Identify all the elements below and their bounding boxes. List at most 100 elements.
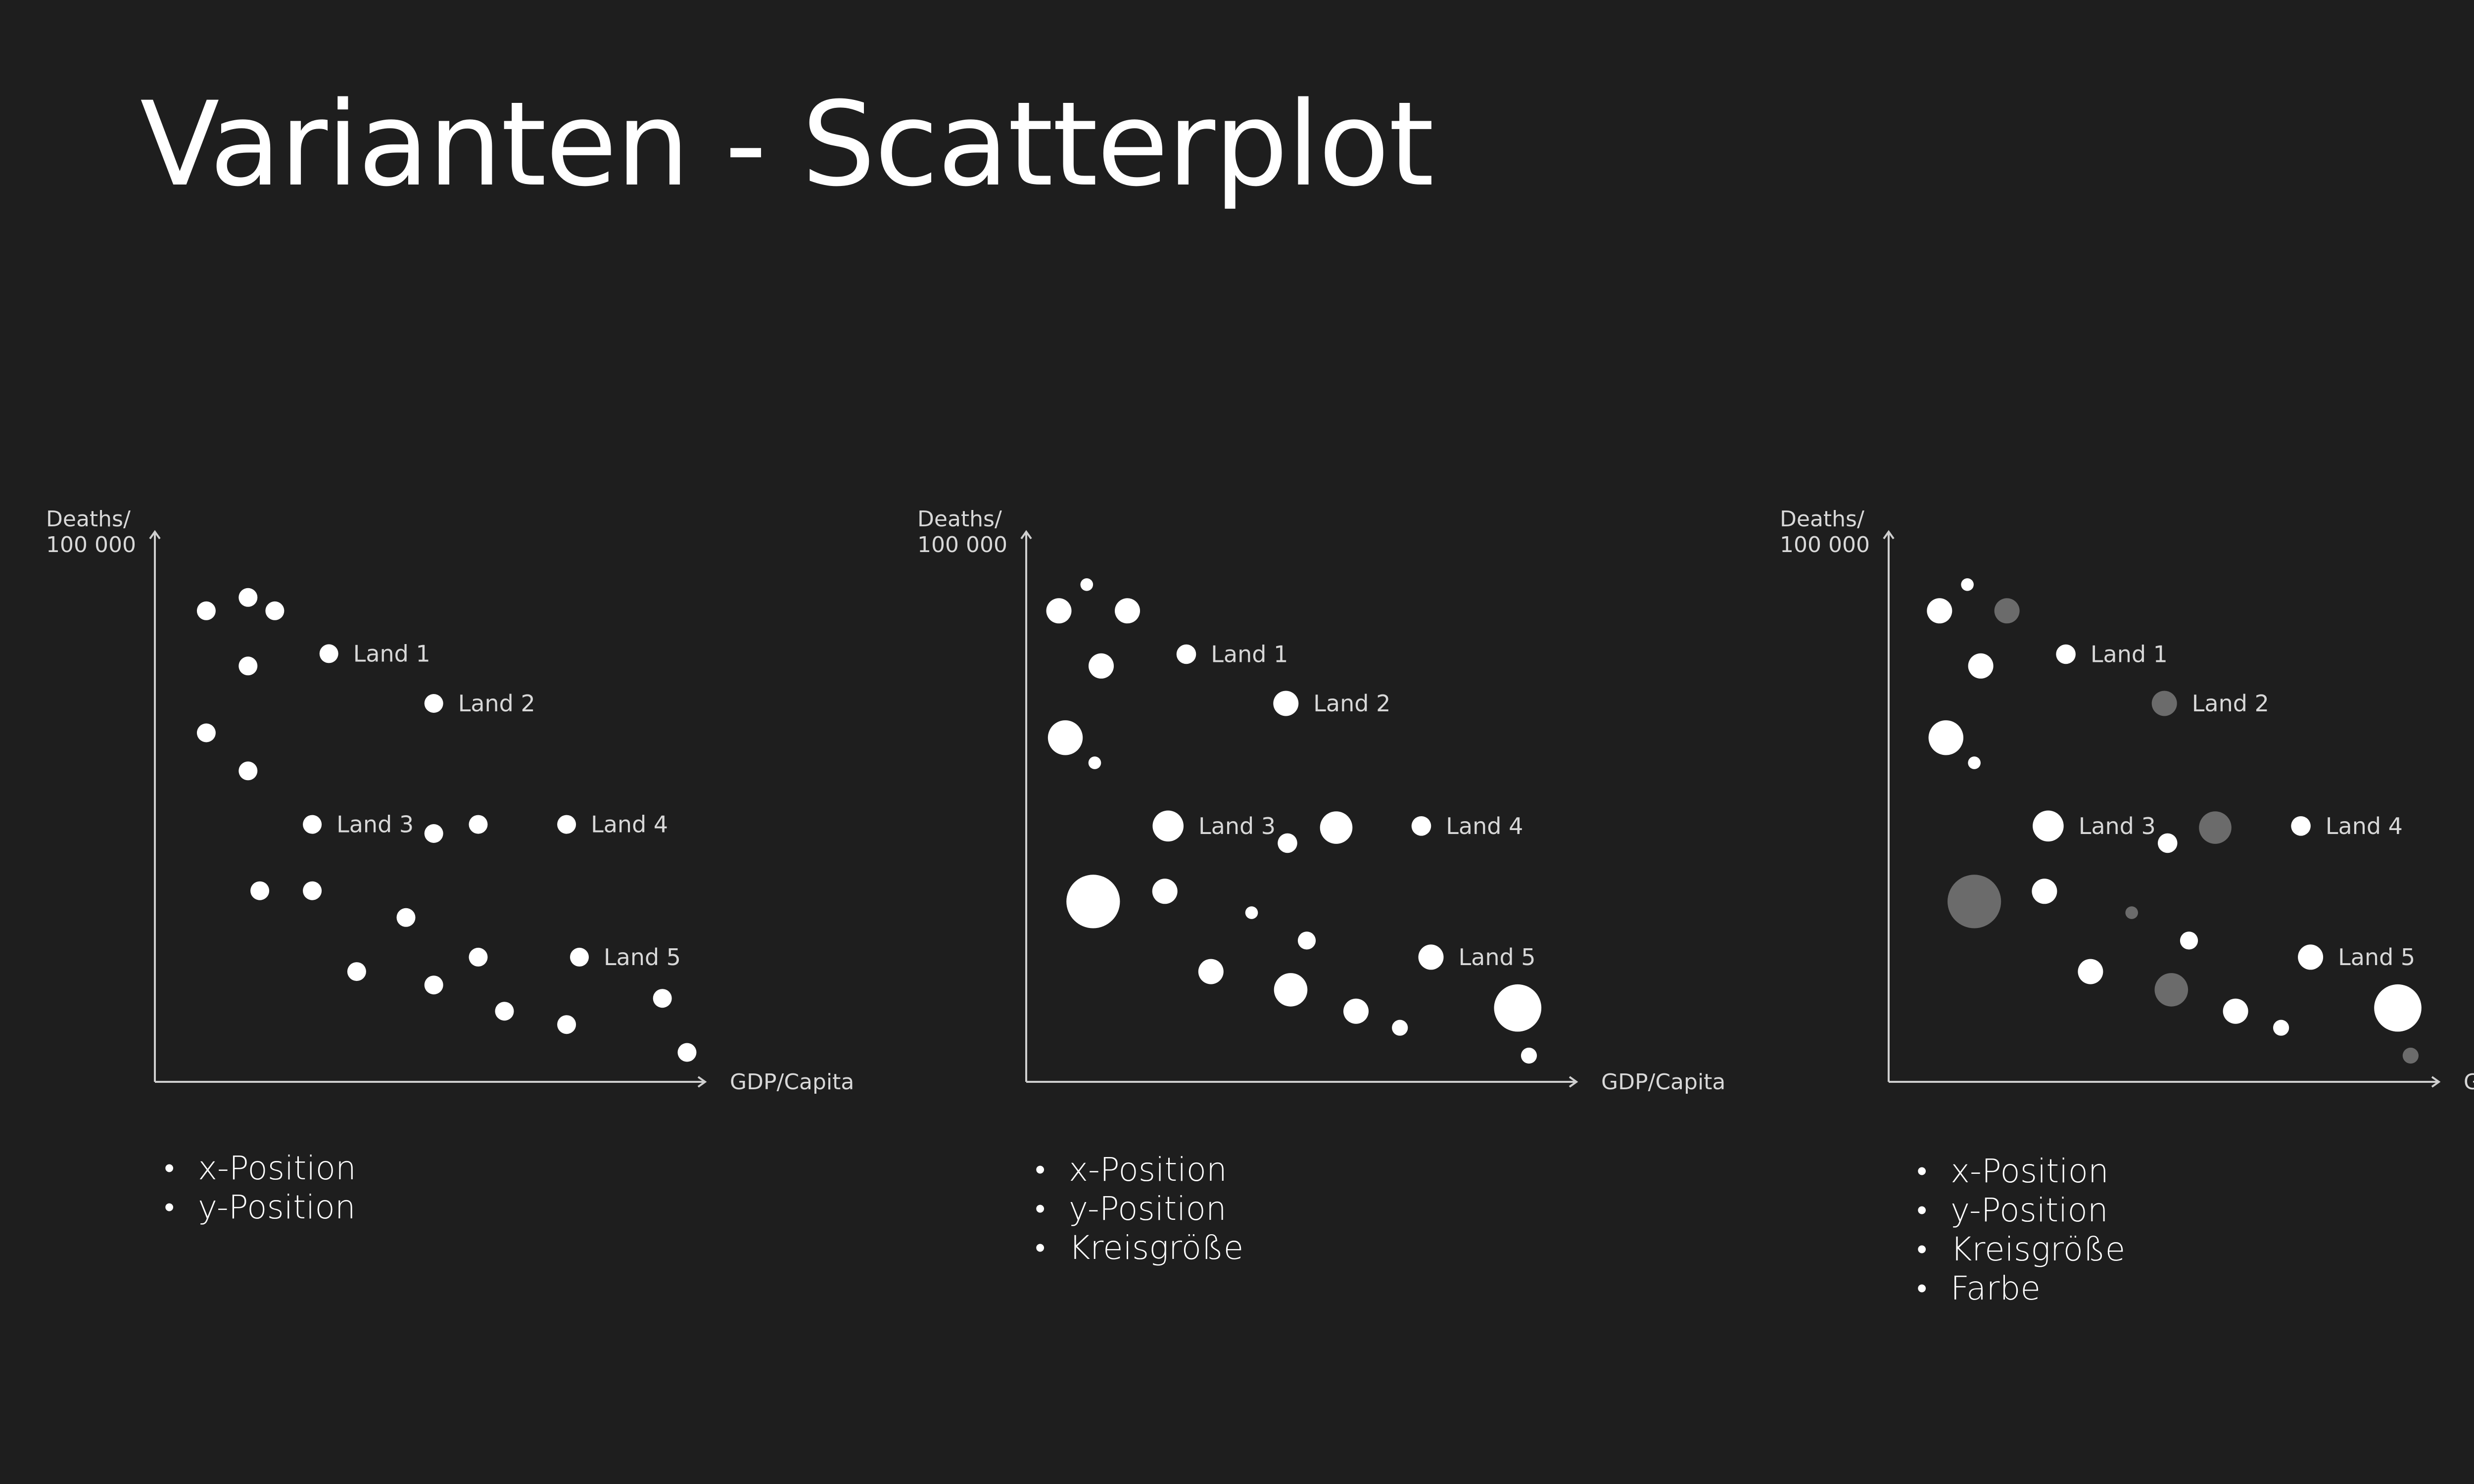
data-point xyxy=(238,761,258,781)
point-label: Land 3 xyxy=(2079,813,2156,839)
data-point xyxy=(1088,756,1101,769)
point-label: Land 2 xyxy=(458,690,535,717)
data-point xyxy=(1948,875,2001,928)
encoding-item: Farbe xyxy=(1917,1269,2125,1308)
data-point xyxy=(2298,944,2324,970)
data-point xyxy=(2374,984,2422,1032)
data-point xyxy=(424,824,443,843)
data-point xyxy=(1089,653,1114,679)
data-point xyxy=(469,815,488,834)
encoding-item: x-Position xyxy=(1035,1150,1243,1189)
data-point xyxy=(1961,578,1974,591)
data-point xyxy=(424,694,443,713)
data-point xyxy=(2180,931,2198,950)
data-point xyxy=(1278,833,1297,853)
point-label: Land 4 xyxy=(2326,813,2403,839)
data-point xyxy=(1066,875,1120,928)
y-axis-label: 100 000 xyxy=(46,532,136,557)
data-point xyxy=(2032,879,2057,904)
data-point xyxy=(303,881,322,900)
data-point xyxy=(1115,598,1140,624)
point-label: Land 4 xyxy=(591,811,668,838)
data-point xyxy=(424,975,443,995)
data-point xyxy=(196,723,216,742)
y-axis-arrow xyxy=(1020,530,1032,540)
data-point xyxy=(495,1002,514,1021)
data-point xyxy=(557,815,576,834)
data-point xyxy=(2291,816,2311,836)
data-point xyxy=(1927,598,1952,624)
data-point xyxy=(1968,653,1994,679)
data-point xyxy=(1046,598,1072,624)
encoding-item: Kreisgröße xyxy=(1917,1230,2125,1269)
point-label: Land 2 xyxy=(2192,690,2269,717)
encoding-item: x-Position xyxy=(164,1149,356,1188)
slide-title: Varianten - Scatterplot xyxy=(140,77,1434,212)
encoding-item: Kreisgröße xyxy=(1035,1228,1243,1267)
encoding-item: y-Position xyxy=(164,1188,356,1227)
point-label: Land 1 xyxy=(353,640,430,667)
point-label: Land 5 xyxy=(2338,944,2415,971)
data-point xyxy=(1047,720,1083,755)
data-point xyxy=(347,962,366,981)
data-point xyxy=(265,601,285,620)
data-point xyxy=(1320,811,1353,844)
y-axis-label: Deaths/ xyxy=(917,507,1002,532)
data-point xyxy=(1343,998,1369,1024)
data-point xyxy=(1411,816,1431,836)
data-point xyxy=(196,601,216,620)
data-point xyxy=(1176,644,1196,664)
data-point xyxy=(1152,810,1184,842)
data-point xyxy=(469,947,488,967)
data-point xyxy=(2402,1047,2419,1064)
data-point xyxy=(2273,1020,2289,1036)
encoding-list-1: x-Position y-Position xyxy=(164,1149,356,1227)
data-point xyxy=(1968,756,1981,769)
point-label: Land 2 xyxy=(1313,690,1390,717)
x-axis-arrow xyxy=(2431,1076,2441,1088)
x-axis-arrow xyxy=(697,1076,707,1088)
data-point xyxy=(2157,833,2178,853)
data-point xyxy=(1494,984,1542,1032)
data-point xyxy=(1521,1047,1537,1064)
x-axis-label: GDP/Capita xyxy=(730,1069,854,1095)
data-point xyxy=(2033,810,2064,842)
data-point xyxy=(238,588,258,607)
data-point xyxy=(570,947,589,967)
y-axis-label: 100 000 xyxy=(917,532,1007,557)
data-point xyxy=(677,1043,697,1062)
y-axis-label: Deaths/ xyxy=(46,507,131,532)
encoding-item: x-Position xyxy=(1917,1152,2125,1191)
data-point xyxy=(1928,720,1963,755)
point-label: Land 3 xyxy=(336,811,414,838)
data-point xyxy=(1198,959,1224,984)
x-axis-arrow xyxy=(1569,1076,1578,1088)
point-label: Land 4 xyxy=(1446,813,1523,839)
point-label: Land 5 xyxy=(604,944,681,971)
data-point xyxy=(1080,578,1094,591)
data-point xyxy=(303,815,322,834)
data-point xyxy=(1418,944,1444,970)
data-point xyxy=(1274,973,1308,1007)
data-point xyxy=(2078,959,2103,984)
data-point xyxy=(1152,879,1178,904)
y-axis-label: 100 000 xyxy=(1780,532,1870,557)
point-label: Land 1 xyxy=(2091,641,2168,668)
data-point xyxy=(557,1015,576,1034)
data-point xyxy=(1297,931,1316,950)
point-label: Land 5 xyxy=(1459,944,1536,971)
data-point xyxy=(1392,1020,1408,1036)
data-point xyxy=(2125,906,2139,919)
data-point xyxy=(1994,598,2020,624)
point-label: Land 3 xyxy=(1198,813,1276,839)
data-point xyxy=(250,881,270,900)
data-point xyxy=(396,908,416,927)
encoding-list-2: x-Position y-Position Kreisgröße xyxy=(1035,1150,1243,1267)
data-point xyxy=(2154,973,2189,1007)
data-point xyxy=(319,644,338,663)
encoding-list-3: x-Position y-Position Kreisgröße Farbe xyxy=(1917,1152,2125,1308)
point-label: Land 1 xyxy=(1211,641,1288,668)
x-axis-label: GDP/Capita xyxy=(2464,1069,2474,1095)
data-point xyxy=(2199,811,2232,844)
encoding-item: y-Position xyxy=(1035,1189,1243,1228)
